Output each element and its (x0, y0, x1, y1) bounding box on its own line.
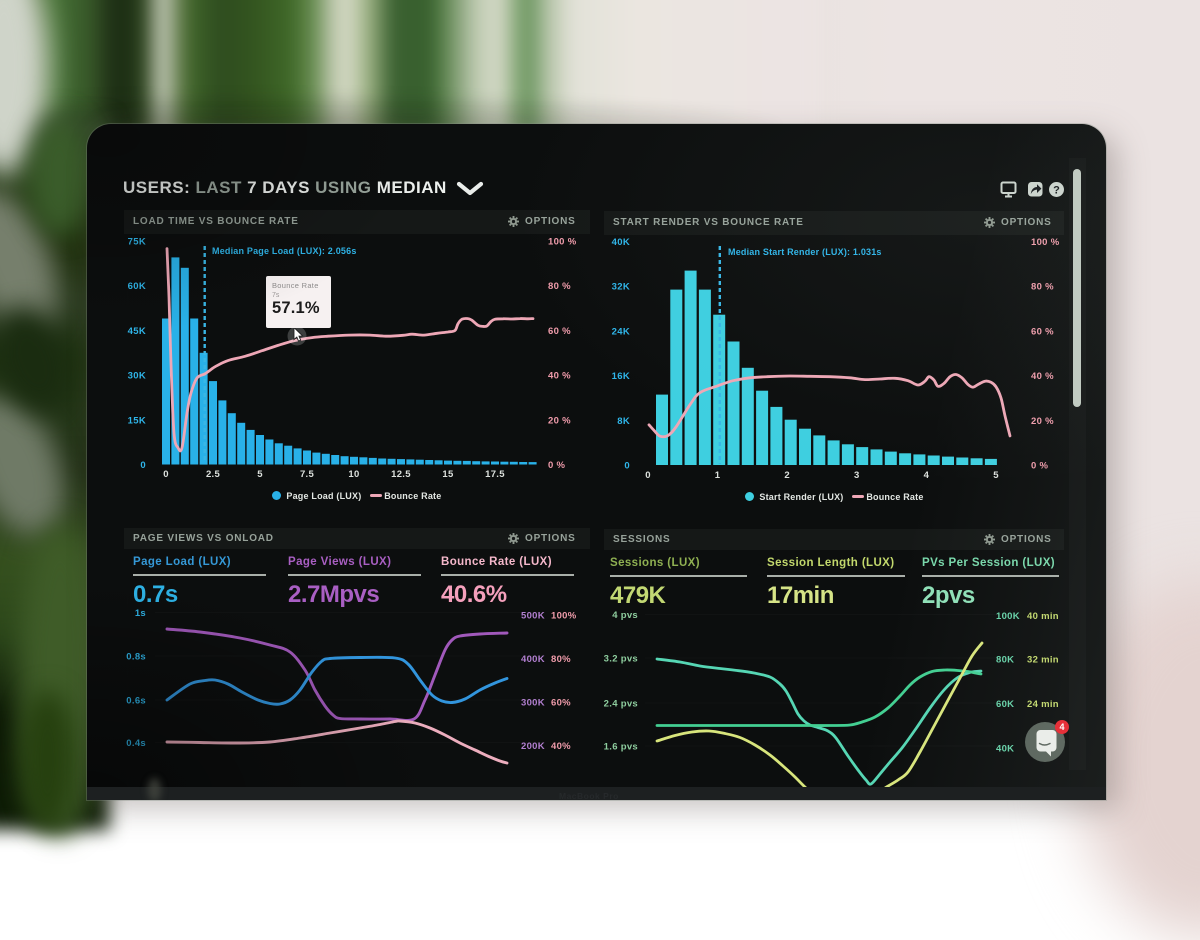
svg-text:400K: 400K (521, 654, 545, 665)
svg-text:100%: 100% (551, 611, 577, 622)
svg-text:1s: 1s (135, 608, 146, 619)
svg-text:80 %: 80 % (548, 281, 571, 292)
svg-text:30K: 30K (128, 371, 146, 382)
svg-text:45K: 45K (128, 326, 146, 337)
svg-text:60K: 60K (128, 281, 146, 292)
svg-text:24 min: 24 min (1027, 699, 1059, 710)
svg-text:500K: 500K (521, 611, 545, 622)
svg-text:1: 1 (715, 470, 721, 481)
svg-text:15: 15 (442, 469, 454, 480)
svg-text:40 %: 40 % (1031, 371, 1054, 382)
svg-text:40%: 40% (551, 741, 571, 752)
svg-text:17.5: 17.5 (485, 469, 505, 480)
svg-text:60 %: 60 % (548, 326, 571, 337)
svg-text:3: 3 (854, 470, 860, 481)
svg-text:60K: 60K (996, 699, 1014, 710)
svg-text:0: 0 (140, 460, 146, 471)
svg-text:200K: 200K (521, 741, 545, 752)
svg-text:80 %: 80 % (1031, 282, 1054, 293)
svg-text:7.5: 7.5 (300, 469, 315, 480)
svg-text:60 %: 60 % (1031, 326, 1054, 337)
svg-text:60%: 60% (551, 698, 571, 709)
svg-text:40 %: 40 % (548, 371, 571, 382)
svg-text:3.2 pvs: 3.2 pvs (604, 654, 638, 665)
svg-text:Median Start Render (LUX): 1.0: Median Start Render (LUX): 1.031s (728, 247, 882, 257)
svg-text:20 %: 20 % (1031, 416, 1054, 427)
svg-text:0: 0 (645, 470, 651, 481)
svg-text:0.6s: 0.6s (126, 696, 146, 707)
svg-text:4: 4 (1059, 722, 1064, 732)
svg-text:0.8s: 0.8s (126, 652, 146, 663)
svg-text:Median Page Load (LUX): 2.056s: Median Page Load (LUX): 2.056s (212, 246, 357, 256)
svg-text:40K: 40K (996, 744, 1014, 755)
svg-text:5: 5 (257, 469, 263, 480)
svg-text:40K: 40K (612, 237, 630, 248)
svg-text:8K: 8K (617, 416, 630, 427)
svg-text:10: 10 (348, 469, 359, 480)
svg-text:1.6 pvs: 1.6 pvs (604, 742, 638, 753)
svg-text:300K: 300K (521, 698, 545, 709)
svg-text:100 %: 100 % (548, 237, 577, 248)
svg-text:0.4s: 0.4s (126, 738, 146, 749)
svg-text:32K: 32K (612, 282, 630, 293)
svg-text:0 %: 0 % (1031, 461, 1049, 472)
svg-text:5: 5 (993, 470, 999, 481)
svg-text:75K: 75K (128, 237, 146, 248)
svg-text:100 %: 100 % (1031, 237, 1060, 248)
svg-text:2.5: 2.5 (206, 469, 221, 480)
svg-text:0: 0 (163, 469, 169, 480)
svg-text:0 %: 0 % (548, 460, 566, 471)
svg-text:100K: 100K (996, 611, 1020, 622)
svg-text:80K: 80K (996, 655, 1014, 666)
svg-text:2: 2 (784, 470, 790, 481)
svg-text:4 pvs: 4 pvs (612, 610, 638, 621)
svg-text:2.4 pvs: 2.4 pvs (604, 699, 638, 710)
svg-text:40 min: 40 min (1027, 611, 1059, 622)
svg-text:80%: 80% (551, 654, 571, 665)
svg-text:32 min: 32 min (1027, 655, 1059, 666)
svg-text:16K: 16K (612, 371, 630, 382)
svg-text:15K: 15K (128, 415, 146, 426)
svg-text:?: ? (1053, 184, 1060, 196)
svg-text:24K: 24K (612, 326, 630, 337)
svg-text:20 %: 20 % (548, 415, 571, 426)
svg-text:0: 0 (624, 461, 630, 472)
svg-text:12.5: 12.5 (391, 469, 411, 480)
svg-text:4: 4 (924, 470, 930, 481)
